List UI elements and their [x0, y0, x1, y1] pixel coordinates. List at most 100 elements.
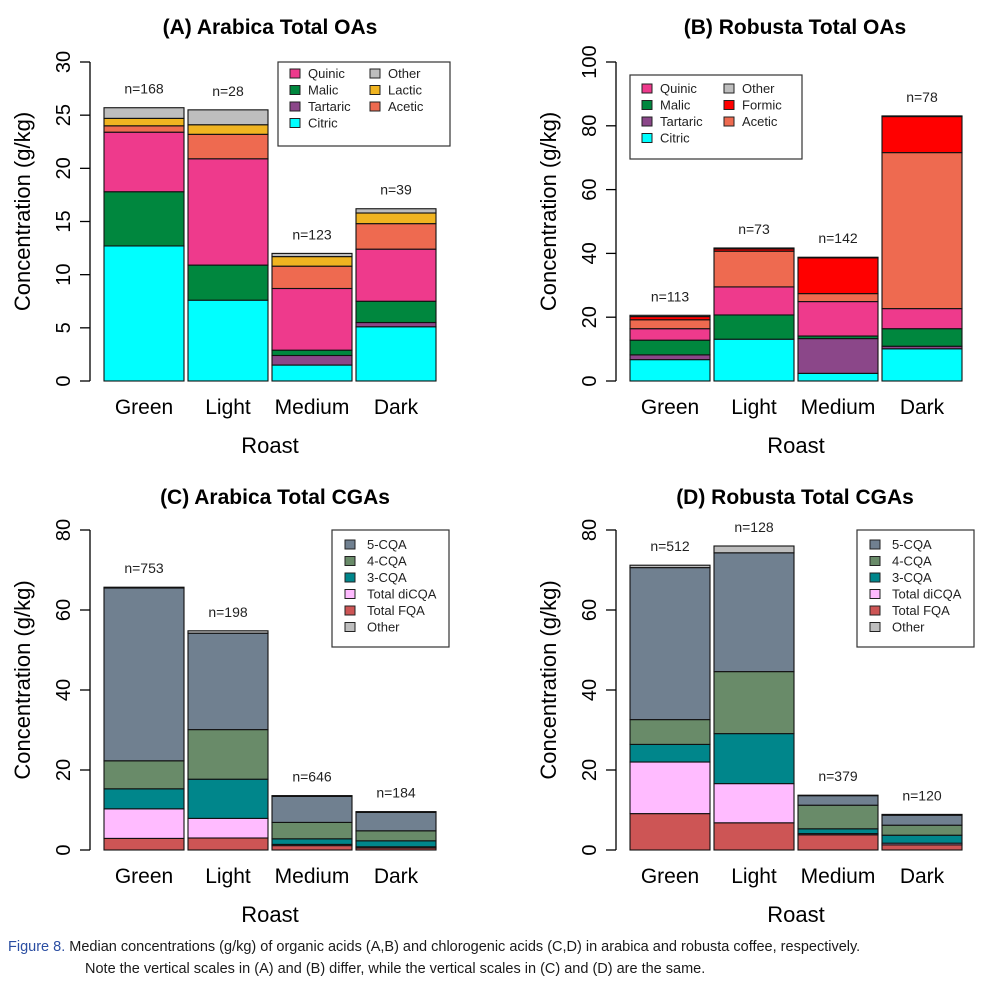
bar-segment-total-fqa [271, 845, 353, 851]
sample-size-label: n=198 [208, 604, 248, 620]
bar-segment-quinic [355, 248, 437, 302]
bar-segment-total-dicqa [187, 817, 269, 839]
bar-segment-lactic [187, 124, 269, 135]
sample-size-label: n=646 [292, 769, 332, 785]
bar-medium [271, 252, 353, 382]
legend-swatch [344, 622, 356, 632]
bar-segment-4-cqa [629, 719, 711, 745]
bar-segment-tartaric [271, 354, 353, 366]
legend-box [277, 61, 451, 147]
legend-swatch [723, 116, 735, 127]
bar-segment-other [271, 252, 353, 258]
chart-title: (D) Robusta Total CGAs [676, 486, 914, 509]
bar-dark [355, 208, 437, 382]
legend-label: 5-CQA [367, 537, 407, 552]
bar-segment-4-cqa [271, 821, 353, 840]
sample-size-label: n=168 [124, 81, 164, 97]
legend-label: Other [892, 620, 925, 635]
bar-segment-malic [713, 314, 795, 340]
legend-label: Tartaric [660, 114, 703, 129]
bar-segment-acetic [187, 133, 269, 160]
legend-label: Quinic [660, 81, 697, 96]
bar-segment-other [629, 564, 711, 569]
x-tick-label: Light [205, 396, 251, 419]
bar-segment-3-cqa [271, 838, 353, 845]
bar-light [713, 247, 795, 382]
legend-label: Formic [742, 98, 782, 113]
bar-segment-lactic [103, 117, 185, 127]
bar-segment-5-cqa [797, 795, 879, 806]
bar-segment-other [881, 813, 963, 816]
legend-swatch [869, 539, 881, 550]
bar-segment-3-cqa [187, 778, 269, 819]
sample-size-label: n=512 [650, 538, 690, 554]
y-tick-label: 80 [579, 519, 601, 541]
bar-segment-malic [355, 300, 437, 324]
bar-segment-total-fqa [797, 834, 879, 851]
bar-segment-other [355, 208, 437, 214]
legend-label: Lactic [388, 83, 422, 98]
y-tick-label: 15 [53, 210, 75, 232]
legend-label: Citric [308, 116, 338, 131]
legend-swatch [723, 83, 735, 94]
bar-segment-other [103, 107, 185, 119]
bar-segment-other [187, 630, 269, 634]
bar-segment-other [187, 109, 269, 126]
chart-panel-d: (D) Robusta Total CGAs 0 20 40 60 80 Concentra… [536, 486, 975, 927]
y-tick-label: 60 [579, 599, 601, 621]
bar-dark [355, 811, 437, 851]
bar-segment-citric [713, 338, 795, 382]
x-tick-label: Light [205, 865, 251, 888]
x-tick-label: Medium [801, 865, 876, 888]
y-axis-label: Concentration (g/kg) [10, 112, 35, 311]
x-axis-label: Roast [241, 902, 298, 927]
bar-segment-total-fqa [187, 837, 269, 851]
x-tick-label: Green [641, 396, 699, 419]
bar-segment-formic [881, 115, 963, 154]
x-tick-label: Green [115, 865, 173, 888]
bar-segment-4-cqa [713, 671, 795, 735]
figure-8: (A) Arabica Total OAs 0 5 10 15 20 25 30 Concent… [10, 16, 975, 927]
bar-segment-other [713, 247, 795, 250]
y-tick-label: 20 [53, 759, 75, 781]
sample-size-label: n=113 [651, 288, 689, 304]
sample-size-label: n=142 [818, 230, 858, 246]
bar-light [187, 630, 269, 851]
bar-segment-other [271, 795, 353, 797]
bar-segment-acetic [713, 250, 795, 288]
bar-segment-acetic [881, 152, 963, 310]
legend-swatch [641, 133, 653, 143]
y-tick-label: 30 [53, 51, 75, 73]
bar-segment-citric [797, 372, 879, 382]
sample-size-label: n=123 [292, 226, 332, 242]
sample-size-label: n=39 [380, 182, 412, 198]
sample-size-label: n=78 [906, 89, 938, 105]
bar-segment-3-cqa [797, 828, 879, 835]
sample-size-label: n=128 [734, 519, 774, 535]
legend-label: 5-CQA [892, 537, 932, 552]
x-tick-label: Medium [275, 865, 350, 888]
x-tick-label: Dark [900, 865, 945, 888]
legend-label: 4-CQA [892, 554, 932, 569]
bar-segment-3-cqa [629, 743, 711, 763]
bar-segment-citric [629, 359, 711, 382]
bar-light [187, 109, 269, 382]
legend-swatch [344, 572, 356, 583]
bar-segment-quinic [881, 308, 963, 330]
bar-segment-citric [881, 348, 963, 382]
sample-size-label: n=379 [818, 768, 858, 784]
x-tick-label: Green [641, 865, 699, 888]
legend-swatch [723, 100, 735, 110]
y-tick-label: 80 [53, 519, 75, 541]
bar-segment-malic [881, 328, 963, 347]
bar-green [629, 314, 711, 382]
bar-segment-citric [103, 245, 185, 382]
y-tick-label: 25 [53, 104, 75, 126]
bar-segment-malic [103, 191, 185, 247]
bar-segment-malic [187, 264, 269, 301]
caption-line-2: Note the vertical scales in (A) and (B) … [85, 961, 706, 977]
bar-light [713, 545, 795, 851]
bar-segment-quinic [103, 131, 185, 193]
